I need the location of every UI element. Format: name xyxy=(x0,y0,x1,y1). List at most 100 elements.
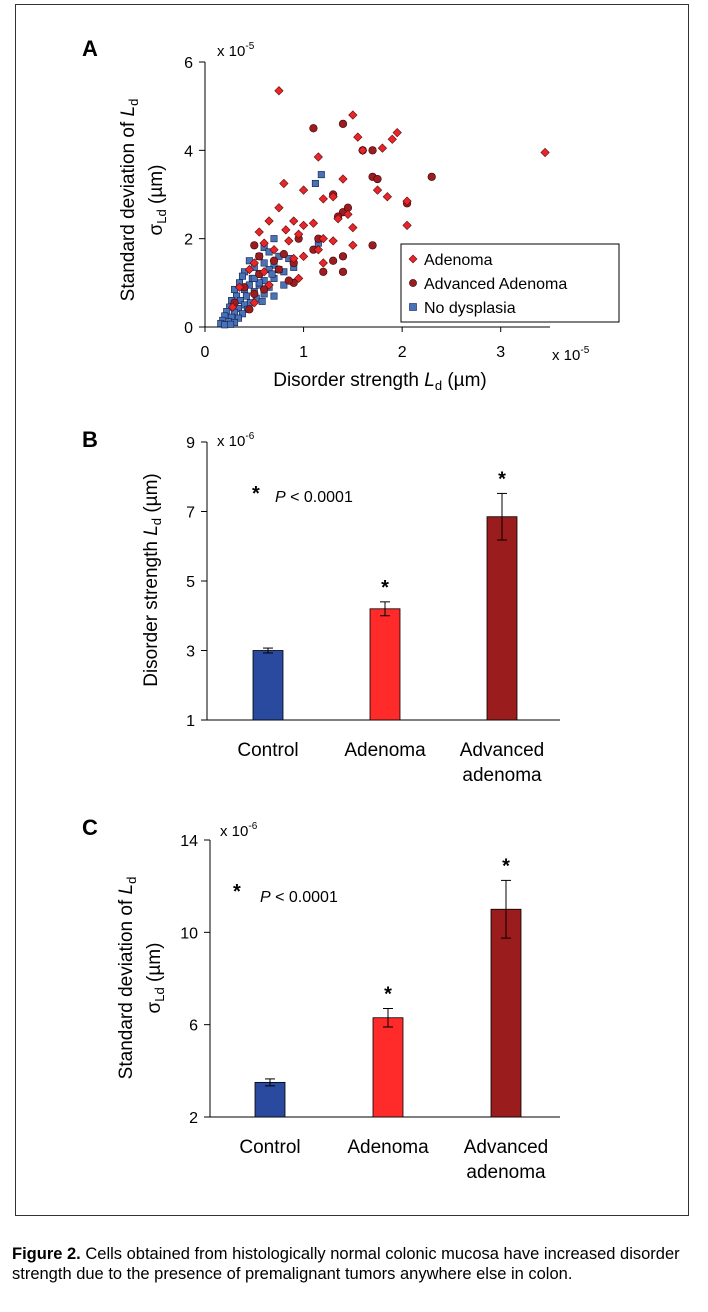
point-adenoma xyxy=(234,282,245,292)
category-label: adenoma xyxy=(466,1162,546,1183)
bar xyxy=(372,1017,404,1118)
point-adenoma xyxy=(279,178,289,189)
point-advanced-adenoma xyxy=(427,172,436,181)
point-advanced-adenoma xyxy=(274,265,284,274)
point-no-dysplasia xyxy=(258,297,266,305)
axis-ticks: 1 3 5 7 9 xyxy=(186,435,207,730)
point-adenoma xyxy=(402,196,412,206)
y-axis-label-line1: Standard deviation of Ld xyxy=(118,99,141,302)
significance-star: * xyxy=(384,984,392,1006)
point-adenoma xyxy=(540,147,550,158)
legend-marker-no-dysplasia xyxy=(409,303,417,311)
figure-canvas: A B C 0 1 2 3 0 2 4 6 x 10-5 x 10-5 Disorder st… xyxy=(82,36,620,1183)
y-multiplier: x 10-6 xyxy=(220,821,258,840)
point-no-dysplasia xyxy=(311,179,319,187)
significance-star: * xyxy=(498,468,506,490)
point-adenoma xyxy=(353,132,363,142)
y-axis-label: Disorder strength Ld (µm) xyxy=(141,473,164,687)
point-adenoma xyxy=(392,128,402,138)
y-tick-label: 2 xyxy=(189,1110,198,1127)
point-adenoma xyxy=(274,86,284,96)
y-tick-label: 6 xyxy=(184,55,193,72)
point-advanced-adenoma xyxy=(245,305,254,314)
point-adenoma xyxy=(348,223,358,233)
figure-caption: Figure 2. Cells obtained from histologic… xyxy=(12,1244,698,1284)
point-advanced-adenoma xyxy=(338,119,348,128)
point-adenoma xyxy=(348,240,358,250)
point-advanced-adenoma xyxy=(368,146,377,155)
significance-star: * xyxy=(502,855,510,877)
point-adenoma xyxy=(274,203,284,213)
y-tick-label: 2 xyxy=(184,232,193,249)
bar xyxy=(254,1081,286,1118)
point-advanced-adenoma xyxy=(319,267,328,276)
y-tick-label: 0 xyxy=(184,320,193,337)
point-no-dysplasia xyxy=(255,279,263,287)
x-multiplier: x 10-5 xyxy=(552,345,590,364)
point-advanced-adenoma xyxy=(368,241,377,250)
point-no-dysplasia xyxy=(270,292,278,300)
point-adenoma xyxy=(338,174,348,184)
annotation-star: * xyxy=(233,881,241,903)
scatter-points xyxy=(217,86,550,329)
point-adenoma xyxy=(333,214,343,224)
point-adenoma xyxy=(328,236,338,246)
point-adenoma xyxy=(313,245,323,255)
point-no-dysplasia xyxy=(238,272,246,280)
point-adenoma xyxy=(298,251,309,261)
point-adenoma xyxy=(249,258,259,268)
category-label: Advanced xyxy=(460,740,545,761)
point-adenoma xyxy=(313,152,323,162)
point-adenoma xyxy=(382,192,392,202)
point-adenoma xyxy=(318,258,328,268)
point-adenoma xyxy=(264,280,274,290)
point-adenoma xyxy=(343,209,353,219)
point-adenoma xyxy=(387,134,397,144)
y-axis-label-line2: σLd (µm) xyxy=(146,165,169,236)
point-no-dysplasia xyxy=(235,314,243,322)
point-no-dysplasia xyxy=(242,292,250,300)
point-advanced-adenoma xyxy=(338,267,348,276)
point-adenoma xyxy=(254,227,264,237)
category-label: Adenoma xyxy=(344,740,426,761)
caption-text: Cells obtained from histologically norma… xyxy=(12,1245,680,1283)
bar xyxy=(486,516,518,721)
point-adenoma xyxy=(281,225,291,235)
panel-label-a: A xyxy=(82,36,98,61)
point-adenoma xyxy=(372,185,383,195)
category-label: Control xyxy=(239,1137,300,1158)
point-adenoma xyxy=(259,267,269,277)
bars: Control * Adenoma * Advanced adenoma xyxy=(237,468,544,786)
y-tick-label: 3 xyxy=(186,644,195,661)
scatter-plot: 0 1 2 3 0 2 4 6 x 10-5 x 10-5 Disorder strength… xyxy=(118,41,620,393)
panel-label-b: B xyxy=(82,427,98,452)
axis-ticks: 2 6 10 14 xyxy=(180,833,210,1127)
x-axis-label: Disorder strength Ld (µm) xyxy=(273,370,487,393)
y-tick-label: 9 xyxy=(186,435,195,452)
panel-label-c: C xyxy=(82,815,98,840)
x-tick-label: 2 xyxy=(398,344,407,361)
point-no-dysplasia xyxy=(260,259,268,267)
point-advanced-adenoma xyxy=(279,250,288,259)
y-tick-label: 1 xyxy=(186,713,195,730)
point-adenoma xyxy=(318,234,328,244)
point-adenoma xyxy=(358,145,368,155)
bars: Control * Adenoma * Advanced adenoma xyxy=(239,855,548,1183)
point-adenoma xyxy=(227,302,238,312)
bar xyxy=(369,608,401,721)
legend: Adenoma Advanced Adenoma No dysplasia xyxy=(400,243,620,323)
point-adenoma xyxy=(294,273,304,284)
y-multiplier: x 10-6 xyxy=(217,431,255,450)
category-label: adenoma xyxy=(462,765,542,786)
y-tick-label: 7 xyxy=(186,505,195,522)
category-label: Advanced xyxy=(464,1137,549,1158)
point-no-dysplasia xyxy=(317,171,325,179)
point-advanced-adenoma xyxy=(255,252,264,261)
point-adenoma xyxy=(298,220,309,231)
point-no-dysplasia xyxy=(238,310,246,318)
bar xyxy=(490,908,522,1118)
point-advanced-adenoma xyxy=(329,256,338,265)
point-no-dysplasia xyxy=(280,281,288,289)
legend-box xyxy=(400,243,620,323)
point-advanced-adenoma xyxy=(373,174,382,184)
